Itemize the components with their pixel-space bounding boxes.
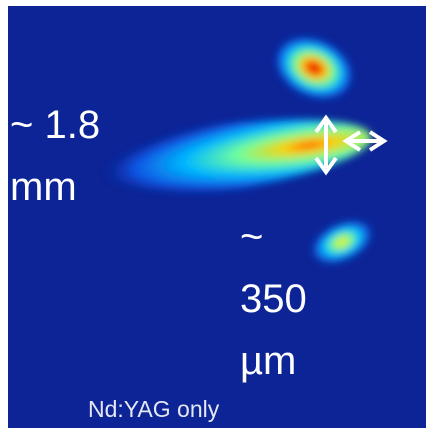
- height-label: ~ 350 µm: [240, 206, 330, 392]
- page: ~ 1.8 mm ~ 350 µm Nd:YAG only (() => { c…: [0, 0, 432, 433]
- width-label: ~ 1.8 mm: [10, 94, 122, 218]
- upper-spot: [263, 23, 364, 113]
- caption: Nd:YAG only: [88, 396, 219, 423]
- beam-profile-image: ~ 1.8 mm ~ 350 µm Nd:YAG only: [8, 6, 426, 428]
